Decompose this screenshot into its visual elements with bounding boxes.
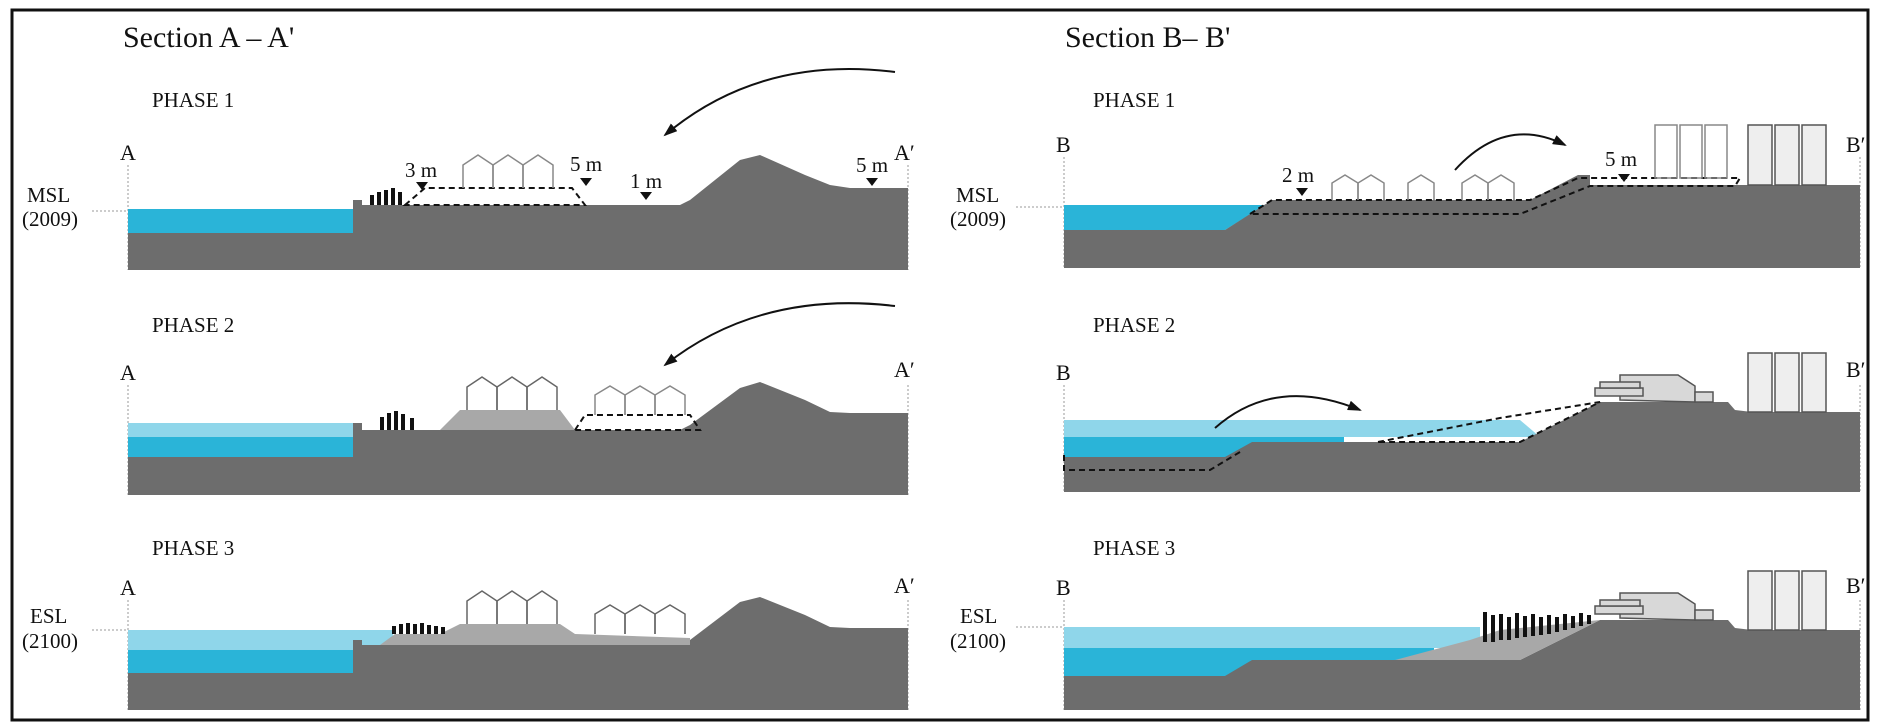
built-buildings: [466, 376, 558, 410]
level-mark: 1 m: [630, 169, 662, 193]
section-a-title: Section A – A': [123, 21, 294, 54]
flow-arrow: [1454, 133, 1567, 171]
section-b-phase-2: PHASE 2 B B′: [1056, 313, 1866, 492]
ground-profile: [128, 155, 908, 270]
planned-buildings: [1331, 124, 1728, 200]
terraced-buildings: [1594, 374, 1714, 403]
level-mark: 2 m: [1282, 163, 1314, 187]
sea-level-label: ESL: [30, 604, 67, 628]
ground-profile: [128, 597, 908, 710]
flow-arrow: [663, 302, 896, 367]
phase-label: PHASE 1: [1093, 88, 1175, 112]
sea-water-light: [128, 630, 393, 650]
section-left-label: A: [120, 140, 136, 165]
section-b-title: Section B– B': [1065, 21, 1230, 54]
proposed-fill-outline: [1377, 401, 1601, 443]
seawall-piles: [380, 411, 414, 430]
figure-frame: [10, 8, 1870, 722]
section-b-phase-3: PHASE 3 B B′ ESL (2100): [950, 536, 1866, 710]
sea-water: [1064, 205, 1265, 230]
sea-level-label: ESL: [960, 604, 997, 628]
sea-level-year: (2100): [22, 629, 78, 653]
sea-water-light: [1064, 420, 1540, 437]
sea-water: [128, 650, 353, 673]
section-left-label: A: [120, 575, 136, 600]
ground-profile: [1064, 620, 1860, 710]
section-left-label: A: [120, 360, 136, 385]
level-mark: 5 m: [856, 153, 888, 177]
section-left-label: B: [1056, 575, 1071, 600]
section-a-phase-1: PHASE 1 A A′ MSL (2009) 3 m 5 m 1 m 5 m: [22, 68, 915, 270]
level-mark: 5 m: [570, 152, 602, 176]
section-a-phase-3: PHASE 3 A A′ ESL (2100): [22, 536, 915, 710]
sea-water: [128, 437, 353, 457]
seawall-piles: [392, 623, 445, 634]
phase-label: PHASE 2: [152, 313, 234, 337]
flow-arrow: [663, 68, 896, 137]
level-mark: 3 m: [405, 158, 437, 182]
section-right-label: A′: [894, 140, 915, 165]
sea-level-year: (2009): [22, 207, 78, 231]
raised-fill: [380, 624, 690, 645]
section-left-label: B: [1056, 132, 1071, 157]
sea-water-light: [1064, 627, 1480, 648]
sea-water-light: [128, 423, 353, 437]
planned-buildings: [462, 154, 554, 188]
phase-label: PHASE 2: [1093, 313, 1175, 337]
sea-water: [128, 209, 353, 233]
ground-profile: [128, 382, 908, 495]
section-right-label: A′: [894, 573, 915, 598]
existing-buildings: [1747, 352, 1827, 413]
flow-arrow: [1214, 395, 1362, 429]
existing-buildings: [1747, 570, 1827, 631]
section-right-label: B′: [1846, 132, 1866, 157]
ground-profile: [1064, 175, 1860, 268]
phase-label: PHASE 3: [1093, 536, 1175, 560]
phase-label: PHASE 3: [152, 536, 234, 560]
built-buildings: [466, 590, 686, 634]
proposed-fill-outline: [573, 414, 702, 431]
section-left-label: B: [1056, 360, 1071, 385]
seawall-piles: [1483, 612, 1591, 642]
level-markers: [1296, 174, 1630, 196]
sea-level-year: (2009): [950, 207, 1006, 231]
sea-level-label: MSL: [27, 183, 70, 207]
existing-buildings: [1747, 124, 1827, 186]
level-markers: [416, 178, 878, 200]
raised-fill: [440, 410, 575, 430]
sea-level-label: MSL: [956, 183, 999, 207]
level-mark: 5 m: [1605, 147, 1637, 171]
proposed-fill-outline: [402, 187, 588, 206]
sea-level-year: (2100): [950, 629, 1006, 653]
planned-buildings: [594, 385, 686, 415]
section-a-phase-2: PHASE 2 A A′: [120, 302, 915, 495]
ground-profile: [1064, 402, 1860, 492]
section-right-label: B′: [1846, 573, 1866, 598]
section-right-label: B′: [1846, 357, 1866, 382]
terraced-buildings: [1594, 592, 1714, 621]
seawall-piles: [370, 188, 402, 205]
phase-label: PHASE 1: [152, 88, 234, 112]
section-b-phase-1: PHASE 1 B B′ MSL (2009) 2 m: [950, 88, 1866, 268]
section-right-label: A′: [894, 357, 915, 382]
